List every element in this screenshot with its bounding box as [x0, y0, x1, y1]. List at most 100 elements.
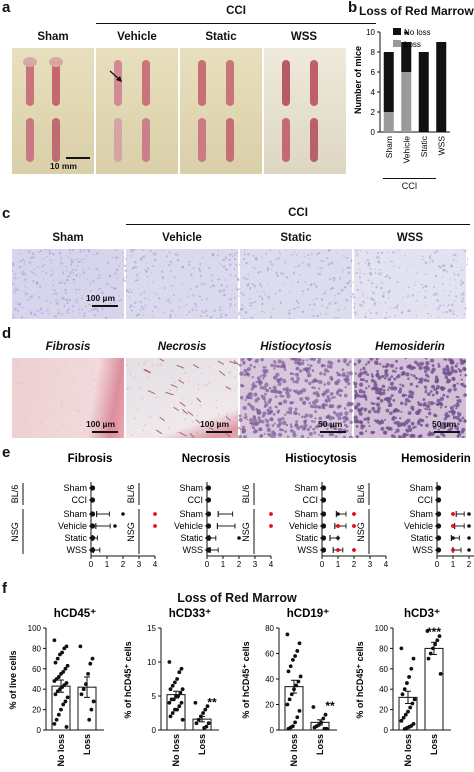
- cell-data-point: [174, 694, 178, 698]
- score-plot-row-label: Vehicle: [174, 521, 203, 531]
- cell-data-point: [87, 717, 92, 722]
- score-plot-xtick-label: 1: [105, 560, 110, 569]
- panel-c-scale-line: [92, 305, 118, 307]
- score-plot-row-label: Vehicle: [289, 521, 318, 531]
- cell-data-point: [52, 638, 57, 643]
- histology-texture-d: [15, 358, 468, 438]
- cell-data-point: [173, 707, 177, 712]
- cell-data-point: [399, 646, 404, 651]
- cell-data-point: [65, 695, 70, 700]
- cell-data-point: [55, 656, 60, 661]
- bar-chart-ytick-label: 2: [371, 108, 376, 117]
- score-plot-row-label: WSS: [66, 545, 87, 555]
- cell-data-point: [193, 700, 198, 705]
- score-plot-xtick-label: 2: [237, 560, 242, 569]
- strain-label-nsg: NSG: [126, 522, 136, 542]
- data-point: [467, 512, 471, 516]
- data-point-cluster: [205, 523, 212, 529]
- cell-data-point: [431, 646, 435, 651]
- cell-plot-ytick-label: 20: [379, 706, 388, 715]
- cell-plot-ylabel: % of hCD45⁺ cells: [123, 641, 133, 718]
- cell-data-point: [293, 720, 297, 725]
- panel-a-col-sham: Sham: [37, 31, 69, 43]
- data-point-red: [352, 548, 356, 552]
- data-point: [237, 536, 241, 540]
- cell-data-point: [406, 709, 410, 714]
- cell-plot-ytick-label: 20: [265, 701, 274, 710]
- data-point-cluster: [435, 535, 442, 541]
- cell-plot-title: hCD19⁺: [287, 608, 330, 620]
- panel-d-scale-line-3: [434, 431, 460, 433]
- score-plot-necrosis: Necrosis BL/6 NSG 0 1 2 3 4 Sham CCI Sham Vehicle St…: [126, 453, 274, 569]
- data-point-cluster: [435, 511, 442, 517]
- data-point-cluster: [435, 547, 442, 553]
- panel-d-scale-bar-2: 50 µm: [318, 419, 343, 429]
- score-plot-histiocytosis: Histiocytosis BL/6 NSG 0 1 2 3 4 Sham CCI Sham Vehi…: [241, 453, 389, 569]
- cell-plot-ytick-label: 10: [147, 658, 156, 667]
- cell-data-point: [410, 701, 415, 706]
- cell-data-point: [65, 663, 70, 668]
- score-plot-xtick-label: 0: [320, 560, 325, 569]
- cell-plot-ytick-label: 40: [265, 675, 274, 684]
- stacked-bar-chart: 0 2 4 6 8 10 Sham Vehicle * Static WSS Number of m…: [353, 28, 450, 163]
- data-point-cluster: [89, 535, 96, 541]
- cell-data-point: [323, 712, 328, 717]
- data-point: [121, 512, 125, 516]
- panel-d-scale-line-0: [92, 431, 118, 433]
- panel-c-group-rule: [126, 224, 470, 225]
- cell-data-point: [403, 712, 408, 717]
- cell-data-point: [409, 666, 414, 671]
- score-plot-row-label: Static: [295, 533, 318, 543]
- panel-b-title: Loss of Red Marrow: [359, 4, 474, 18]
- cell-plot-xtick-label: No loss: [171, 734, 181, 767]
- score-plot-row-label: WSS: [297, 545, 318, 555]
- cell-data-point: [295, 715, 300, 720]
- cell-data-point: [64, 725, 69, 729]
- panel-c-label: c: [2, 205, 11, 222]
- data-point: [467, 548, 471, 552]
- score-plot-xtick-label: 4: [269, 560, 274, 569]
- data-point-red: [352, 524, 356, 528]
- cell-data-point: [58, 652, 62, 657]
- cell-data-point: [86, 672, 90, 676]
- bar-chart-xtick-label: Static: [419, 135, 429, 157]
- cell-data-point: [173, 680, 177, 685]
- panel-d-col-histiocytosis: Histiocytosis: [260, 341, 332, 353]
- score-plot-row-label: Sham: [294, 509, 318, 519]
- cell-data-point: [81, 687, 86, 692]
- score-plot-row-label: Sham: [63, 483, 87, 493]
- score-plot-row-label: Sham: [63, 509, 87, 519]
- photo-sham: [12, 48, 94, 174]
- data-point: [467, 524, 471, 528]
- cell-data-point: [433, 642, 437, 647]
- score-plot-title: Hemosiderin: [401, 453, 471, 465]
- bar-no-loss-vehicle: [401, 42, 412, 72]
- cell-plot-ytick-label: 0: [270, 726, 275, 735]
- data-point-cluster: [320, 497, 327, 503]
- cell-data-point: [78, 644, 83, 649]
- photo-static: [180, 48, 262, 174]
- cell-data-point: [168, 687, 173, 692]
- cell-plot-ylabel: % of hCD45⁺ cells: [241, 641, 251, 718]
- panel-a-group-title: CCI: [226, 5, 246, 17]
- cell-data-point: [311, 705, 316, 709]
- cell-data-point: [312, 725, 317, 730]
- cell-plot-title: hCD33⁺: [169, 608, 212, 620]
- data-point-cluster: [89, 547, 96, 553]
- cell-plot-xtick-label: Loss: [197, 734, 207, 755]
- cell-plot-xtick-label: Loss: [315, 734, 325, 755]
- cell-data-point: [59, 707, 63, 712]
- panel-c-scale-bar: 100 µm: [86, 293, 115, 303]
- data-point-red: [269, 512, 273, 516]
- cell-plot-2: hCD19⁺ % of hCD45⁺ cells 0 20 40 60 80 No loss L…: [241, 608, 337, 767]
- bar-no-loss-sham: [383, 52, 394, 112]
- panel-d-col-fibrosis: Fibrosis: [45, 341, 91, 353]
- strain-label-nsg: NSG: [241, 522, 251, 542]
- cell-data-point: [170, 683, 175, 688]
- data-point-cluster: [320, 523, 327, 529]
- panel-c-col-sham: Sham: [52, 232, 84, 244]
- panel-b-group: CCI: [401, 181, 418, 191]
- bar-chart-ytick-label: 0: [371, 128, 376, 137]
- data-point-cluster: [89, 497, 96, 503]
- bar-chart-axes: 0 2 4 6 8 10 Sham Vehicle * Static WSS: [366, 28, 450, 163]
